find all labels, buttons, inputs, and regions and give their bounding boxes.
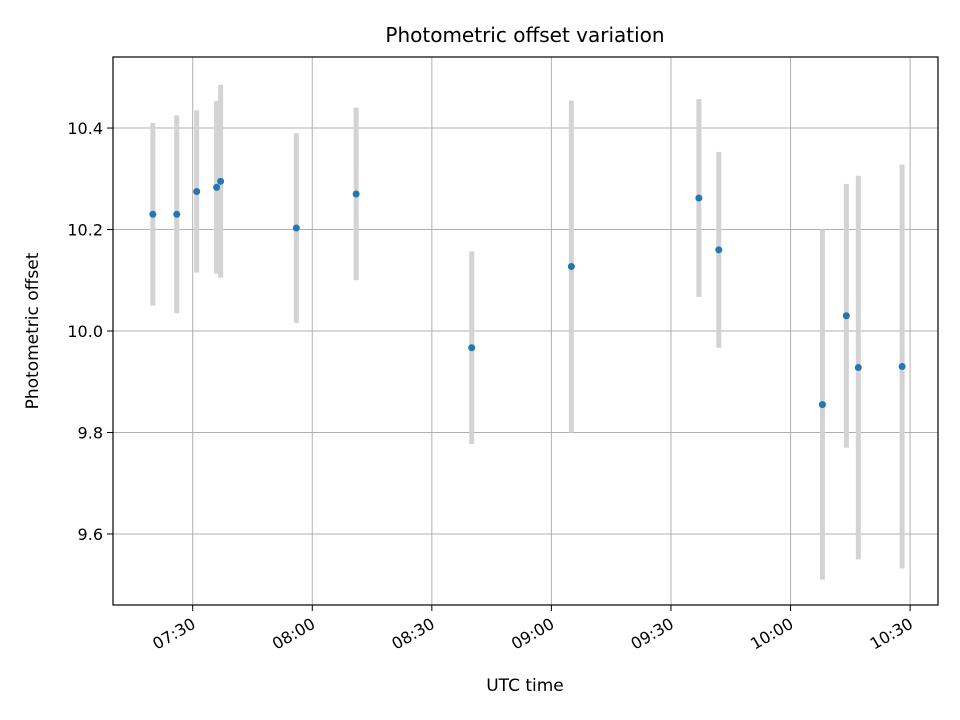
x-axis-label: UTC time	[486, 676, 564, 696]
y-axis-ticks: 9.6 9.8 10.0 10.2 10.4	[67, 119, 113, 544]
data-point	[149, 210, 157, 218]
data-point	[352, 190, 360, 198]
data-point	[715, 246, 723, 254]
data-point	[173, 210, 181, 218]
data-point	[567, 263, 575, 271]
chart-title: Photometric offset variation	[385, 23, 664, 47]
y-tick-label: 10.0	[67, 322, 103, 341]
data-point	[842, 312, 850, 320]
data-point	[898, 363, 906, 371]
y-tick-label: 10.2	[67, 221, 103, 240]
y-tick-label: 9.8	[78, 423, 103, 442]
y-tick-label: 10.4	[67, 119, 103, 138]
y-tick-label: 9.6	[78, 525, 103, 544]
data-point	[468, 344, 476, 352]
data-point	[217, 177, 225, 185]
data-point	[213, 183, 221, 191]
y-axis-label: Photometric offset	[23, 252, 43, 409]
data-point	[193, 187, 201, 195]
data-point	[292, 224, 300, 232]
grid	[113, 57, 938, 605]
data-point	[818, 401, 826, 409]
data-point	[695, 194, 703, 202]
data-point	[854, 364, 862, 372]
data-points	[149, 177, 906, 409]
